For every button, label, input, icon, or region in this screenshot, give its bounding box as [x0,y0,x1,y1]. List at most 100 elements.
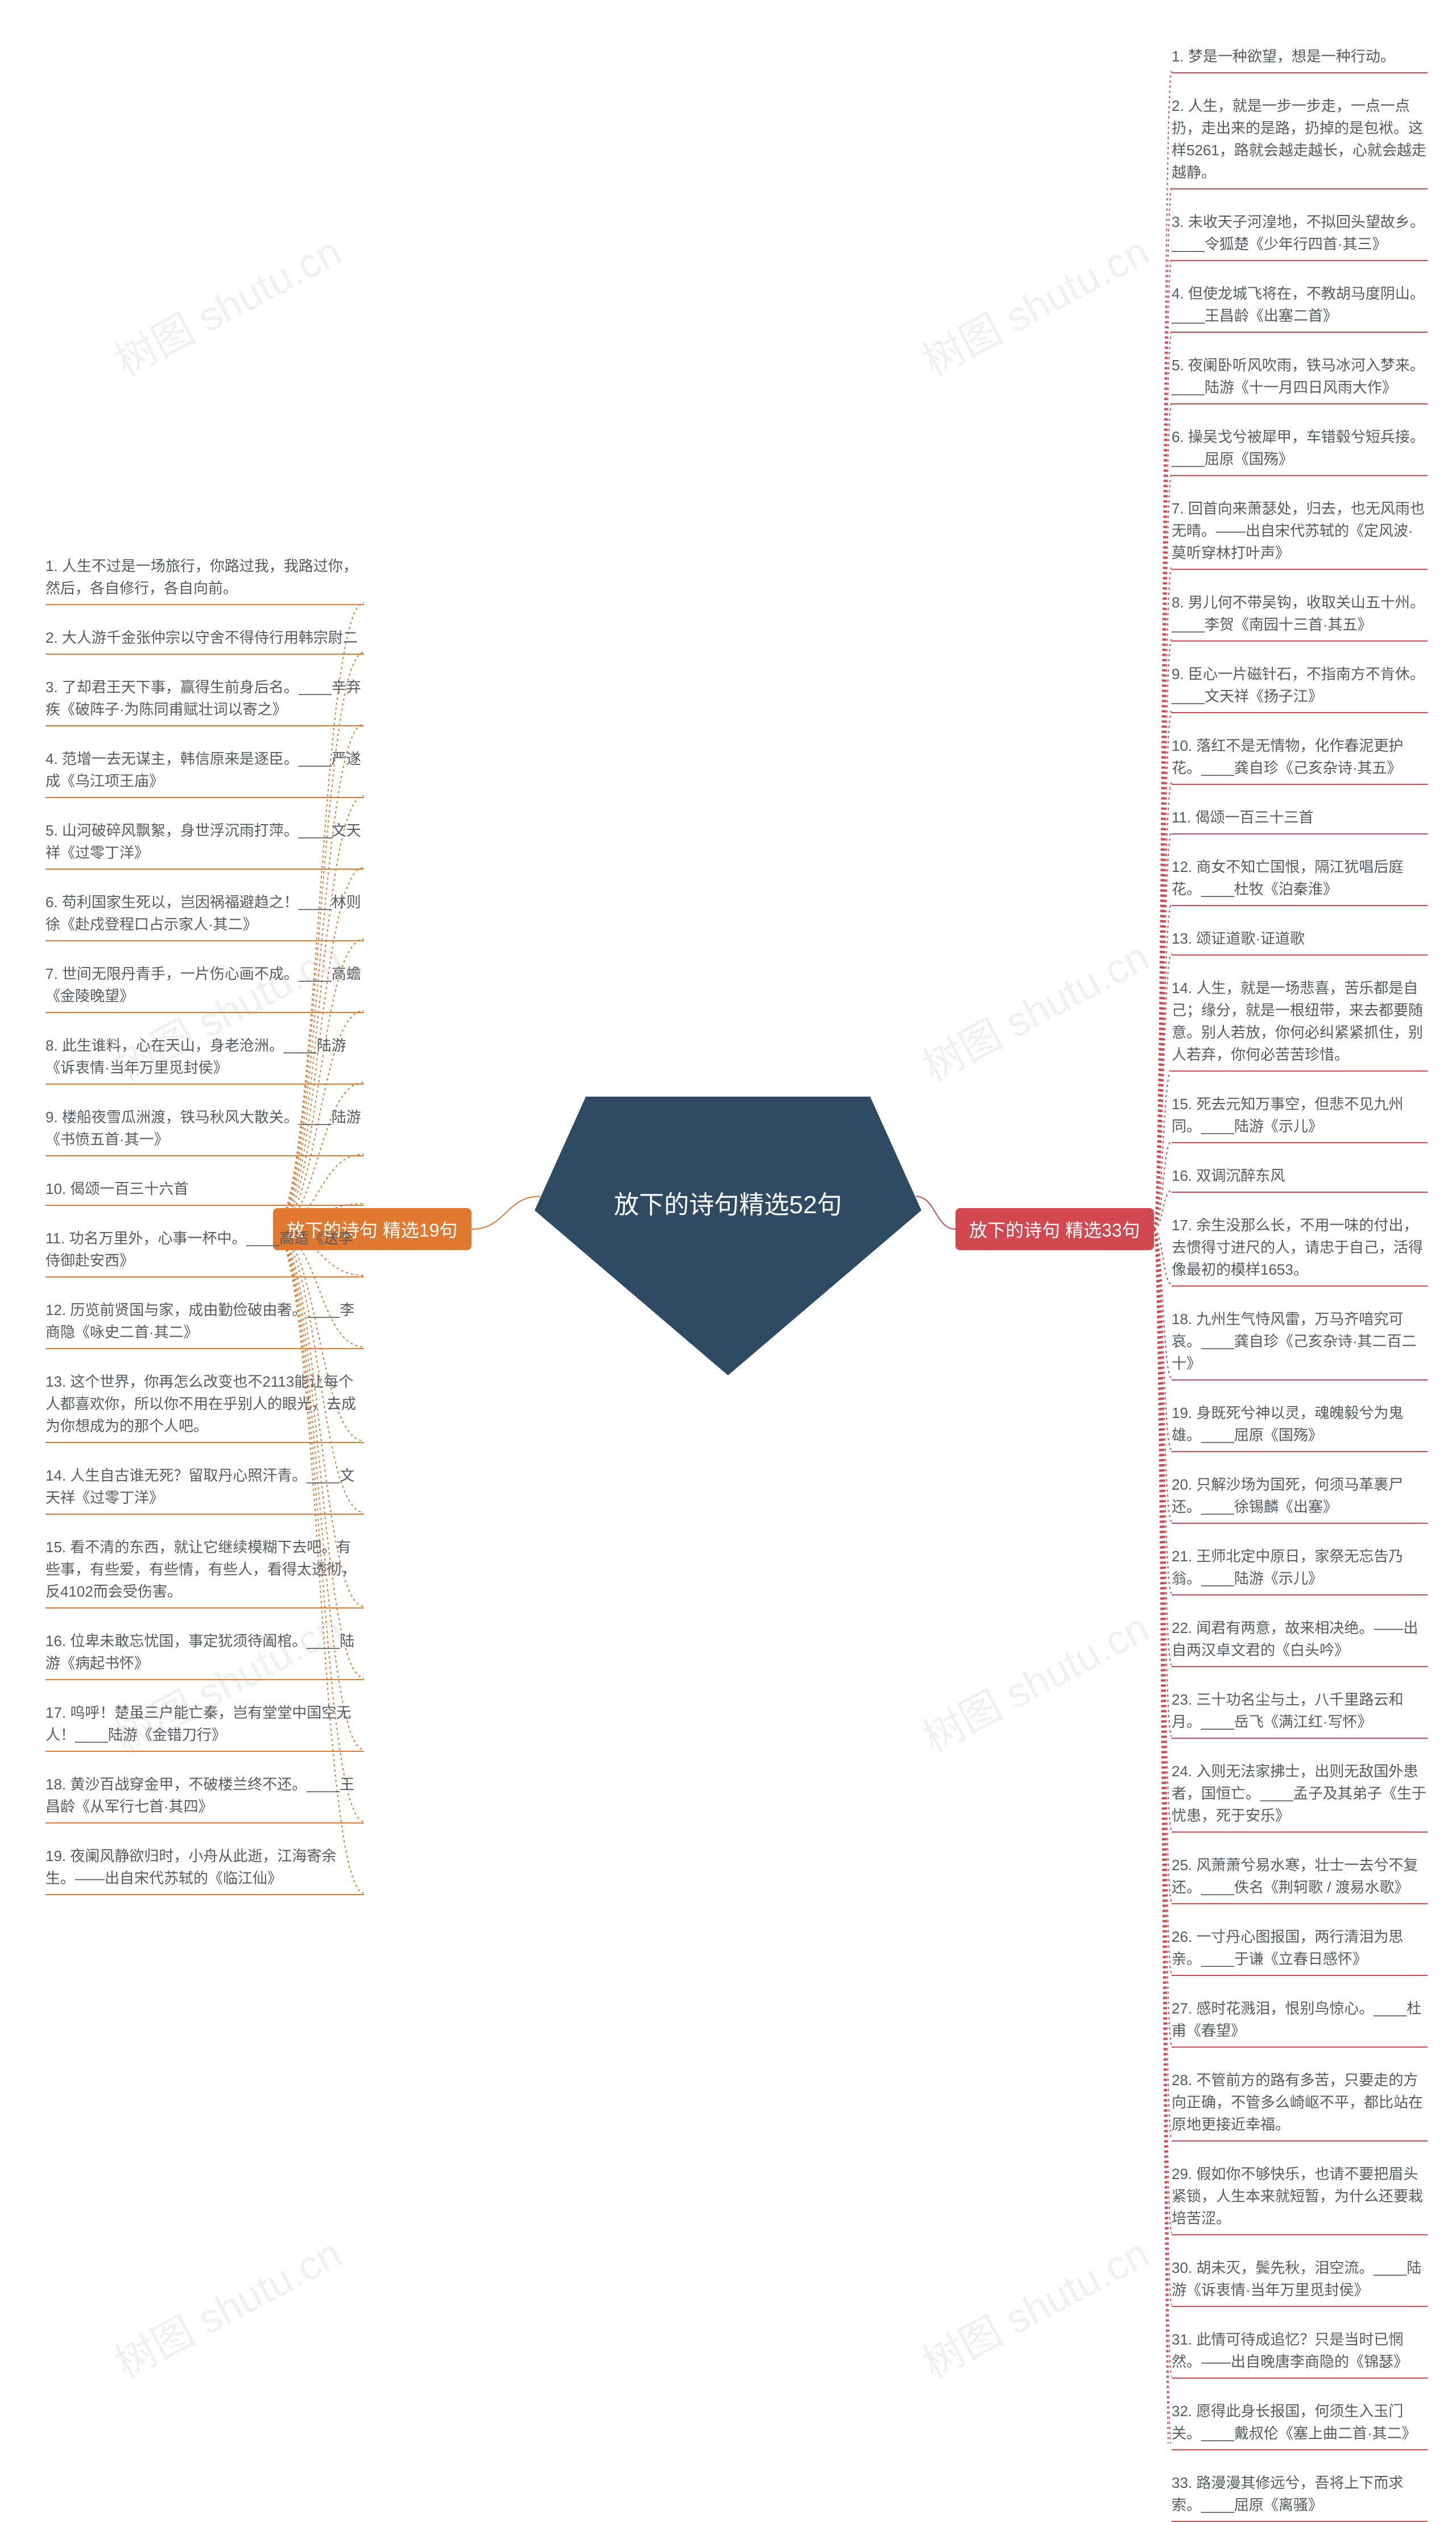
right-leaf: 1. 梦是一种欲望，想是一种行动。 [1172,46,1428,73]
leaf-underline [1172,2306,1428,2307]
right-leaf: 18. 九州生气恃风雷，万马齐喑究可哀。____龚自珍《己亥杂诗·其二百二十》 [1172,1308,1428,1380]
leaf-underline [1172,2046,1428,2048]
right-leaf: 15. 死去元知万事空，但悲不见九州同。____陆游《示儿》 [1172,1093,1428,1143]
connector [1154,1229,1172,1522]
watermark: 树图 shutu.cn [911,1595,1157,1764]
connector [1154,1229,1172,1284]
leaf-underline [46,1084,364,1085]
leaf-underline [1172,1142,1428,1143]
leaf-underline [1172,1285,1428,1287]
connector [1154,1229,1172,1902]
leaf-underline [1172,905,1428,906]
leaf-underline [1172,1975,1428,1976]
connector [1154,1229,1172,1830]
leaf-underline [1172,712,1428,713]
leaf-underline [1172,1070,1428,1072]
right-leaf: 29. 假如你不够快乐，也请不要把眉头紧锁，人生本来就短暂，为什么还要栽培苦涩。 [1172,2163,1428,2235]
right-leaf: 11. 偈颂一百三十三首 [1172,807,1428,834]
left-leaf: 12. 历览前贤国与家，成由勤俭破由奢。____李商隐《咏史二首·其二》 [46,1299,364,1349]
connector [1154,1141,1172,1229]
leaf-underline [46,1348,364,1349]
left-leaf: 17. 呜呼！楚虽三户能亡秦，岂有堂堂中国空无人！____陆游《金错刀行》 [46,1702,364,1752]
left-leaf: 19. 夜阑风静欲归时，小舟从此逝，江海寄余生。——出自宋代苏轼的《临江仙》 [46,1845,364,1895]
leaf-underline [1172,1594,1428,1595]
leaf-underline [1172,569,1428,570]
left-leaf: 5. 山河破碎风飘絮，身世浮沉雨打萍。____文天祥《过零丁洋》 [46,820,364,870]
connector [1154,1229,1172,2045]
left-leaf: 2. 大人游千金张仲宗以守舍不得侍行用韩宗尉二 [46,627,364,655]
leaf-underline [1172,188,1428,189]
connector [1154,1229,1172,1737]
left-leaf: 14. 人生自古谁无死？留取丹心照汗青。____文天祥《过零丁洋》 [46,1465,364,1515]
connector [1154,711,1172,1229]
left-leaf: 10. 偈颂一百三十六首 [46,1178,364,1206]
leaf-underline [1172,640,1428,642]
connector [1154,1229,1172,2444]
connector [1154,71,1172,1229]
leaf-underline [1172,260,1428,261]
leaf-underline [1172,1192,1428,1193]
leaf-underline [46,1822,364,1824]
leaf-underline [1172,403,1428,404]
right-leaf: 33. 路漫漫其修远兮，吾将上下而求索。____屈原《离骚》 [1172,2472,1428,2522]
right-leaf: 10. 落红不是无情物，化作春泥更护花。____龚自珍《己亥杂诗·其五》 [1172,735,1428,785]
center-shape [535,1097,921,1375]
left-leaf: 3. 了却君王天下事，赢得生前身后名。____辛弃疾《破阵子·为陈同甫赋壮词以寄… [46,676,364,726]
leaf-underline [46,1205,364,1206]
right-leaf: 19. 身既死兮神以灵，魂魄毅兮为鬼雄。____屈原《国殇》 [1172,1402,1428,1452]
right-leaf: 8. 男儿何不带吴钩，收取关山五十州。____李贺《南园十三首·其五》 [1172,592,1428,642]
connector [1154,1229,1172,1974]
right-leaf: 6. 操吴戈兮被犀甲，车错毂兮短兵接。____屈原《国殇》 [1172,426,1428,476]
right-leaf: 14. 人生，就是一场悲喜，苦乐都是自己；缘分，就是一根纽带，来去都要随意。别人… [1172,977,1428,1072]
connector [1154,1229,1172,1593]
watermark: 树图 shutu.cn [103,218,350,387]
right-leaf: 26. 一寸丹心图报国，两行清泪为思亲。____于谦《立春日感怀》 [1172,1926,1428,1976]
connector [1154,402,1172,1229]
connector [1154,259,1172,1229]
right-leaf: 32. 愿得此身长报国，何须生入玉门关。____戴叔伦《塞上曲二首·其二》 [1172,2400,1428,2450]
right-leaf: 3. 未收天子河湟地，不拟回头望故乡。____令狐楚《少年行四首·其三》 [1172,211,1428,261]
leaf-underline [1172,72,1428,73]
watermark: 树图 shutu.cn [911,924,1157,1093]
leaf-underline [46,725,364,726]
right-leaf: 17. 余生没那么长，不用一味的付出，去惯得寸进尺的人，请忠于自己，活得像最初的… [1172,1214,1428,1287]
left-leaf: 8. 此生谁料，心在天山，身老沧洲。____陆游《诉衷情·当年万里觅封侯》 [46,1035,364,1085]
connector [1154,1229,1172,2376]
leaf-underline [1172,833,1428,834]
left-leaf: 13. 这个世界，你再怎么改变也不2113能让每个人都喜欢你，所以你不用在乎别人… [46,1371,364,1443]
left-leaf: 18. 黄沙百战穿金甲，不破楼兰终不还。____王昌龄《从军行七首·其四》 [46,1773,364,1824]
right-leaf: 4. 但使龙城飞将在，不教胡马度阴山。____王昌龄《出塞二首》 [1172,283,1428,333]
left-leaf: 1. 人生不过是一场旅行，你路过我，我路过你，然后，各自修行，各自向前。 [46,555,364,605]
leaf-underline [1172,1379,1428,1380]
connector [273,1229,364,1678]
connector [1154,1229,1172,2139]
right-branch-label: 放下的诗句 精选33句 [956,1208,1154,1250]
right-leaf: 25. 风萧萧兮易水寒，壮士一去兮不复还。____佚名《荆轲歌 / 渡易水歌》 [1172,1854,1428,1904]
leaf-underline [1172,1831,1428,1833]
left-leaf: 7. 世间无限丹青手，一片伤心画不成。____高蟾《金陵晚望》 [46,963,364,1013]
right-leaf: 5. 夜阑卧听风吹雨，铁马冰河入梦来。____陆游《十一月四日风雨大作》 [1172,354,1428,404]
leaf-underline [1172,1451,1428,1452]
right-leaf: 2. 人生，就是一步一步走，一点一点扔，走出来的是路，扔掉的是包袱。这样5261… [1172,95,1428,189]
right-leaf: 28. 不管前方的路有多苦，只要走的方向正确，不管多么崎岖不平，都比站在原地更接… [1172,2069,1428,2141]
connector [1154,1229,1172,1665]
leaf-underline [1172,1738,1428,1739]
leaf-underline [1172,332,1428,333]
right-leaf: 21. 王师北定中原日，家祭无忘告乃翁。____陆游《示儿》 [1172,1545,1428,1595]
leaf-underline [1172,1666,1428,1667]
left-leaf: 9. 楼船夜雪瓜洲渡，铁马秋风大散关。____陆游《书愤五首·其一》 [46,1106,364,1156]
leaf-underline [1172,2378,1428,2379]
right-leaf: 23. 三十功名尘与土，八千里路云和月。____岳飞《满江红·写怀》 [1172,1689,1428,1739]
leaf-underline [46,1679,364,1680]
watermark: 树图 shutu.cn [911,218,1157,387]
watermark: 树图 shutu.cn [911,2221,1157,2389]
connector [1154,1229,1172,2305]
right-leaf: 13. 颂证道歌·证道歌 [1172,928,1428,956]
left-leaf: 4. 范增一去无谋主，韩信原来是逐臣。____严遂成《乌江项王庙》 [46,748,364,798]
right-leaf: 20. 只解沙场为国死，何须马革裹尸还。____徐锡麟《出塞》 [1172,1474,1428,1524]
leaf-underline [46,1012,364,1013]
connector [1154,330,1172,1229]
connector [1154,904,1172,1229]
right-leaf: 12. 商女不知亡国恨，隔江犹唱后庭花。____杜牧《泊秦淮》 [1172,856,1428,906]
connector [1154,783,1172,1229]
